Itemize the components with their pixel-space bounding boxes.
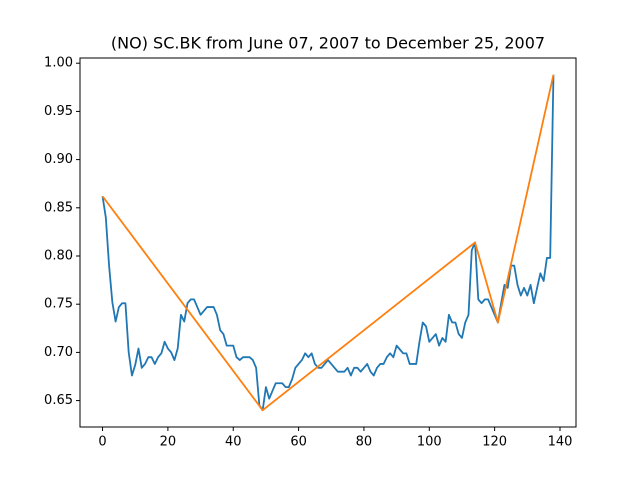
x-tick-label: 40: [225, 435, 242, 450]
chart-title: (NO) SC.BK from June 07, 2007 to Decembe…: [111, 34, 545, 53]
plot-frame: [79, 57, 577, 428]
line-series: [101, 74, 555, 412]
x-tick-label: 0: [98, 435, 106, 450]
y-tick-label: 0.75: [44, 297, 73, 312]
y-tick-label: 0.65: [44, 393, 73, 408]
x-tick-label: 100: [417, 435, 442, 450]
x-tick-label: 80: [356, 435, 373, 450]
x-tick-label: 20: [160, 435, 177, 450]
y-tick-label: 0.95: [44, 104, 73, 119]
x-tick-label: 140: [548, 435, 573, 450]
y-tick-label: 1.00: [44, 56, 73, 71]
y-tick-label: 0.90: [44, 152, 73, 167]
x-tick-label: 60: [290, 435, 307, 450]
y-tick-label: 0.70: [44, 345, 73, 360]
y-tick-label: 0.80: [44, 248, 73, 263]
y-tick-label: 0.85: [44, 200, 73, 215]
line-series: [101, 74, 555, 412]
x-tick-label: 120: [482, 435, 507, 450]
